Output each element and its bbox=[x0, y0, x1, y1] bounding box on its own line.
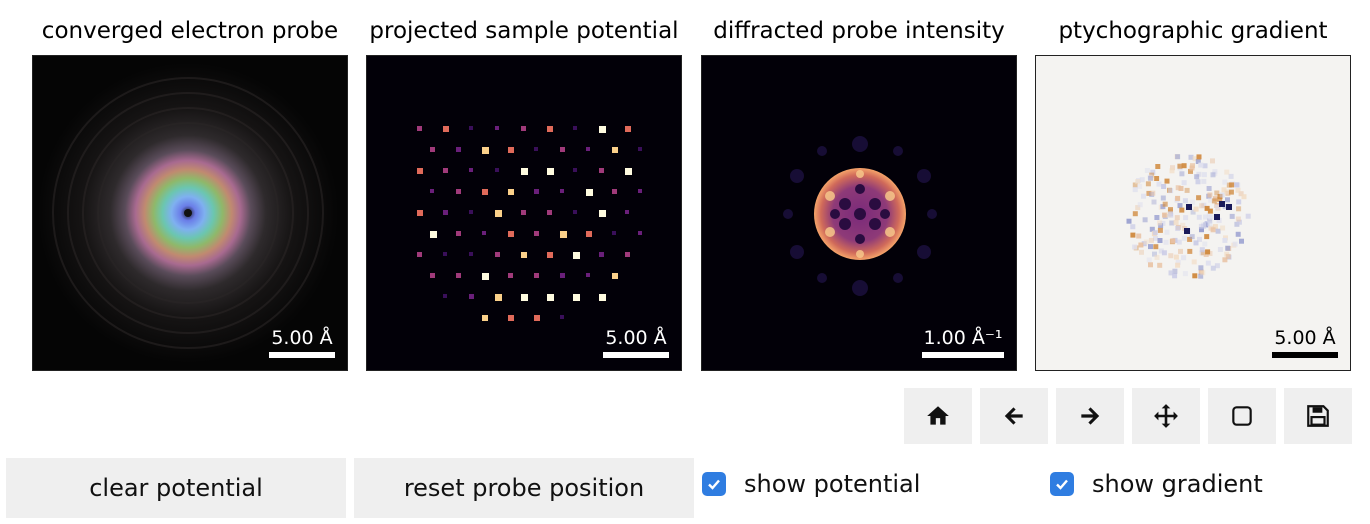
forward-arrow-icon bbox=[1077, 403, 1103, 429]
navigation-toolbar bbox=[904, 388, 1352, 444]
save-icon bbox=[1305, 403, 1331, 429]
potential-image[interactable]: 5.00 Å bbox=[366, 55, 682, 371]
show-gradient-label: show gradient bbox=[1092, 470, 1263, 498]
potential-scalebar: 5.00 Å bbox=[603, 327, 669, 358]
diffraction-scale-label: 1.00 Å⁻¹ bbox=[922, 327, 1004, 349]
show-gradient-checkbox[interactable] bbox=[1050, 472, 1074, 496]
probe-scalebar: 5.00 Å bbox=[269, 327, 335, 358]
checkmark-icon bbox=[1054, 476, 1070, 492]
save-button[interactable] bbox=[1284, 388, 1352, 444]
home-button[interactable] bbox=[904, 388, 972, 444]
show-potential-label: show potential bbox=[744, 470, 920, 498]
diffraction-title: diffracted probe intensity bbox=[681, 18, 1037, 44]
gradient-image[interactable]: 5.00 Å bbox=[1035, 55, 1351, 371]
probe-title: converged electron probe bbox=[12, 18, 368, 44]
gradient-scalebar: 5.00 Å bbox=[1272, 327, 1338, 358]
gradient-scale-line bbox=[1272, 352, 1338, 358]
home-icon bbox=[925, 403, 951, 429]
potential-scale-label: 5.00 Å bbox=[603, 327, 669, 349]
potential-title: projected sample potential bbox=[346, 18, 702, 44]
zoom-rect-icon bbox=[1229, 403, 1255, 429]
clear-potential-button[interactable]: clear potential bbox=[6, 458, 346, 518]
diffraction-scalebar: 1.00 Å⁻¹ bbox=[922, 327, 1004, 358]
diffraction-image[interactable]: 1.00 Å⁻¹ bbox=[701, 55, 1017, 371]
checkmark-icon bbox=[706, 476, 722, 492]
potential-scale-line bbox=[603, 352, 669, 358]
gradient-title: ptychographic gradient bbox=[1015, 18, 1370, 44]
show-potential-toggle[interactable]: show potential bbox=[702, 470, 920, 498]
gradient-scale-label: 5.00 Å bbox=[1272, 327, 1338, 349]
pan-move-icon bbox=[1153, 403, 1179, 429]
probe-scale-label: 5.00 Å bbox=[269, 327, 335, 349]
forward-button[interactable] bbox=[1056, 388, 1124, 444]
diffraction-scale-line bbox=[922, 352, 1004, 358]
probe-image[interactable]: 5.00 Å bbox=[32, 55, 348, 371]
reset-probe-position-button[interactable]: reset probe position bbox=[354, 458, 694, 518]
zoom-rect-button[interactable] bbox=[1208, 388, 1276, 444]
show-gradient-toggle[interactable]: show gradient bbox=[1050, 470, 1263, 498]
pan-button[interactable] bbox=[1132, 388, 1200, 444]
probe-scale-line bbox=[269, 352, 335, 358]
back-button[interactable] bbox=[980, 388, 1048, 444]
show-potential-checkbox[interactable] bbox=[702, 472, 726, 496]
back-arrow-icon bbox=[1001, 403, 1027, 429]
